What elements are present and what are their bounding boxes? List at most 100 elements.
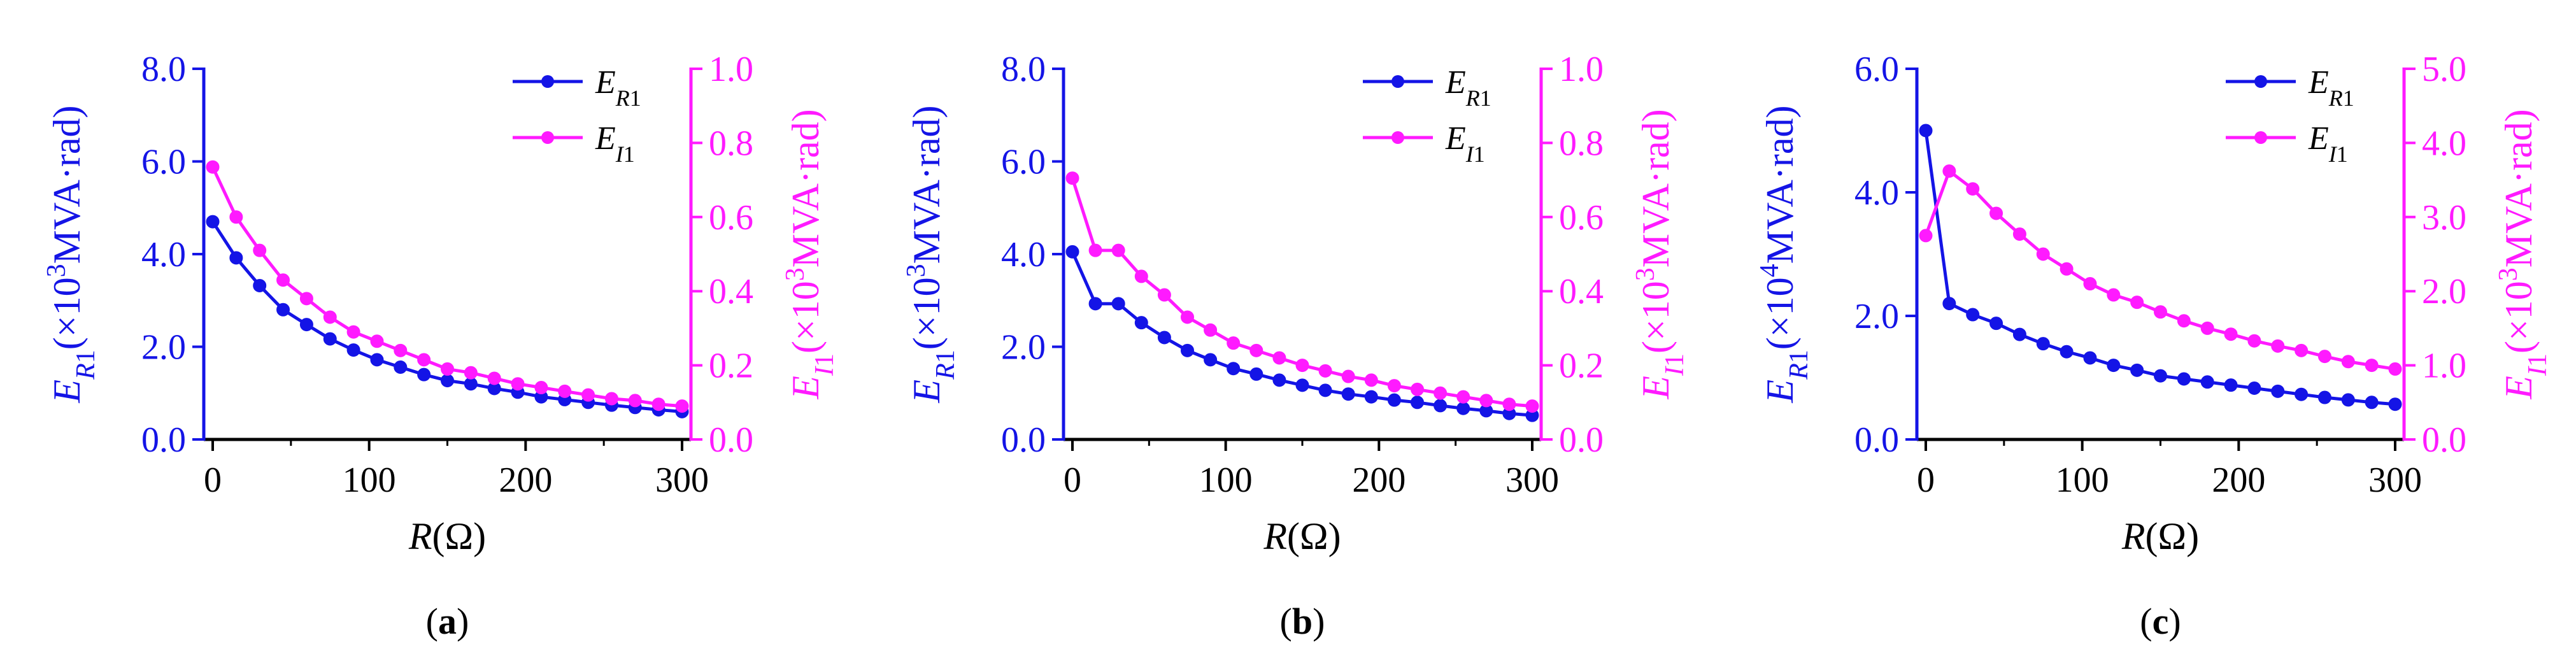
right-y-tick-label: 4.0 (2422, 124, 2466, 163)
data-point-e-i1 (534, 381, 548, 395)
legend-marker (1391, 131, 1404, 144)
data-point-e-r1 (1989, 317, 2003, 331)
data-point-e-r1 (1942, 297, 1956, 311)
data-point-e-i1 (2154, 305, 2167, 319)
data-point-e-r1 (1157, 331, 1171, 345)
data-point-e-i1 (1919, 229, 1933, 243)
data-point-e-i1 (1272, 351, 1286, 365)
data-point-e-r1 (346, 343, 360, 357)
data-point-e-i1 (1111, 243, 1125, 257)
data-point-e-i1 (1318, 364, 1332, 378)
data-point-e-r1 (2317, 390, 2331, 404)
data-point-e-i1 (1989, 206, 2003, 220)
data-point-e-i1 (394, 343, 408, 357)
right-y-tick-label: 0.2 (1559, 346, 1604, 386)
data-point-e-r1 (2200, 375, 2214, 389)
right-y-tick-label: 0.4 (709, 272, 753, 311)
data-point-e-i1 (2107, 288, 2121, 302)
data-point-e-r1 (1364, 390, 1378, 404)
legend-label: EI1 (1445, 120, 1485, 167)
right-y-tick-label: 1.0 (709, 50, 753, 89)
data-point-e-i1 (1227, 336, 1241, 350)
legend-label: EI1 (595, 120, 635, 167)
data-point-e-i1 (2295, 343, 2309, 357)
data-point-e-i1 (558, 384, 572, 398)
data-point-e-r1 (229, 251, 243, 265)
chart-panel-b: 0 100 200 3000.02.04.06.08.00.00.20.40.60.8… (902, 50, 1690, 642)
right-y-axis-title: EI1(×103MVA·rad) (781, 109, 839, 399)
data-point-e-r1 (1181, 343, 1194, 357)
right-y-tick-label: 3.0 (2422, 198, 2466, 238)
data-point-e-i1 (417, 353, 431, 367)
left-y-tick-label: 2.0 (1854, 297, 1899, 336)
right-y-axis-title: EI1(×103MVA·rad) (2494, 109, 2552, 399)
data-point-e-r1 (2130, 363, 2144, 377)
data-point-e-i1 (2060, 262, 2074, 276)
data-point-e-i1 (1387, 379, 1401, 393)
data-point-e-r1 (1088, 297, 1102, 311)
legend-marker (2254, 75, 2267, 88)
data-point-e-r1 (394, 360, 408, 374)
legend-label: ER1 (1445, 64, 1491, 111)
data-point-e-r1 (1919, 124, 1933, 138)
data-point-e-i1 (487, 371, 501, 385)
data-point-e-r1 (2295, 387, 2309, 401)
legend-label: ER1 (2308, 64, 2354, 111)
data-point-e-i1 (1364, 373, 1378, 387)
left-y-tick-label: 2.0 (141, 328, 186, 367)
left-y-axis-title: ER1(×104MVA·rad) (1755, 106, 1814, 404)
data-point-e-i1 (2317, 350, 2331, 364)
data-point-e-i1 (1525, 399, 1539, 413)
legend-marker (541, 131, 554, 144)
legend-label: ER1 (595, 64, 641, 111)
right-y-tick-label: 5.0 (2422, 50, 2466, 89)
x-tick-label: 300 (655, 460, 709, 500)
right-y-tick-label: 1.0 (2422, 346, 2466, 386)
data-point-e-r1 (417, 367, 431, 381)
left-y-tick-label: 6.0 (1854, 50, 1899, 89)
data-point-e-r1 (1111, 297, 1125, 311)
data-point-e-i1 (1204, 323, 1218, 337)
data-point-e-i1 (675, 399, 689, 413)
data-point-e-r1 (1227, 362, 1241, 376)
data-point-e-i1 (1341, 369, 1355, 383)
right-y-tick-label: 0.8 (1559, 124, 1604, 163)
data-point-e-r1 (1065, 245, 1079, 259)
left-y-axis-title: ER1(×103MVA·rad) (42, 106, 101, 404)
left-y-tick-label: 0.0 (1001, 420, 1046, 460)
right-y-tick-label: 0.6 (709, 198, 753, 238)
data-point-e-i1 (1411, 382, 1424, 396)
data-point-e-i1 (1942, 164, 1956, 178)
legend-marker (2254, 131, 2267, 144)
data-point-e-r1 (2060, 345, 2074, 359)
data-point-e-r1 (2388, 397, 2402, 411)
data-point-e-r1 (323, 332, 337, 346)
left-y-axis-title: ER1(×103MVA·rad) (902, 106, 960, 404)
panel-label: (b) (1280, 601, 1325, 642)
data-point-e-i1 (511, 377, 525, 391)
data-point-e-i1 (323, 310, 337, 324)
chart-panel-a: 0 100 200 3000.02.04.06.08.00.00.20.40.60.8… (42, 50, 839, 642)
legend-marker (541, 75, 554, 88)
data-point-e-i1 (604, 392, 618, 406)
data-point-e-r1 (1272, 373, 1286, 387)
data-point-e-i1 (370, 334, 384, 348)
data-point-e-i1 (2036, 247, 2050, 261)
data-point-e-r1 (1295, 378, 1309, 392)
data-point-e-r1 (2083, 351, 2097, 365)
legend-label: EI1 (2308, 120, 2348, 167)
data-point-e-i1 (206, 160, 220, 174)
x-tick-label: 0 (1064, 460, 1081, 500)
data-point-e-r1 (1318, 383, 1332, 397)
data-point-e-r1 (299, 318, 313, 332)
data-point-e-i1 (276, 273, 290, 287)
right-y-axis-title: EI1(×103MVA·rad) (1631, 109, 1690, 399)
data-point-e-i1 (1181, 310, 1194, 324)
data-point-e-r1 (253, 278, 267, 292)
right-y-tick-label: 0.8 (709, 124, 753, 163)
data-point-e-r1 (2177, 372, 2191, 386)
right-y-tick-label: 0.0 (709, 420, 753, 460)
x-tick-label: 100 (2056, 460, 2109, 500)
x-tick-label: 0 (204, 460, 222, 500)
